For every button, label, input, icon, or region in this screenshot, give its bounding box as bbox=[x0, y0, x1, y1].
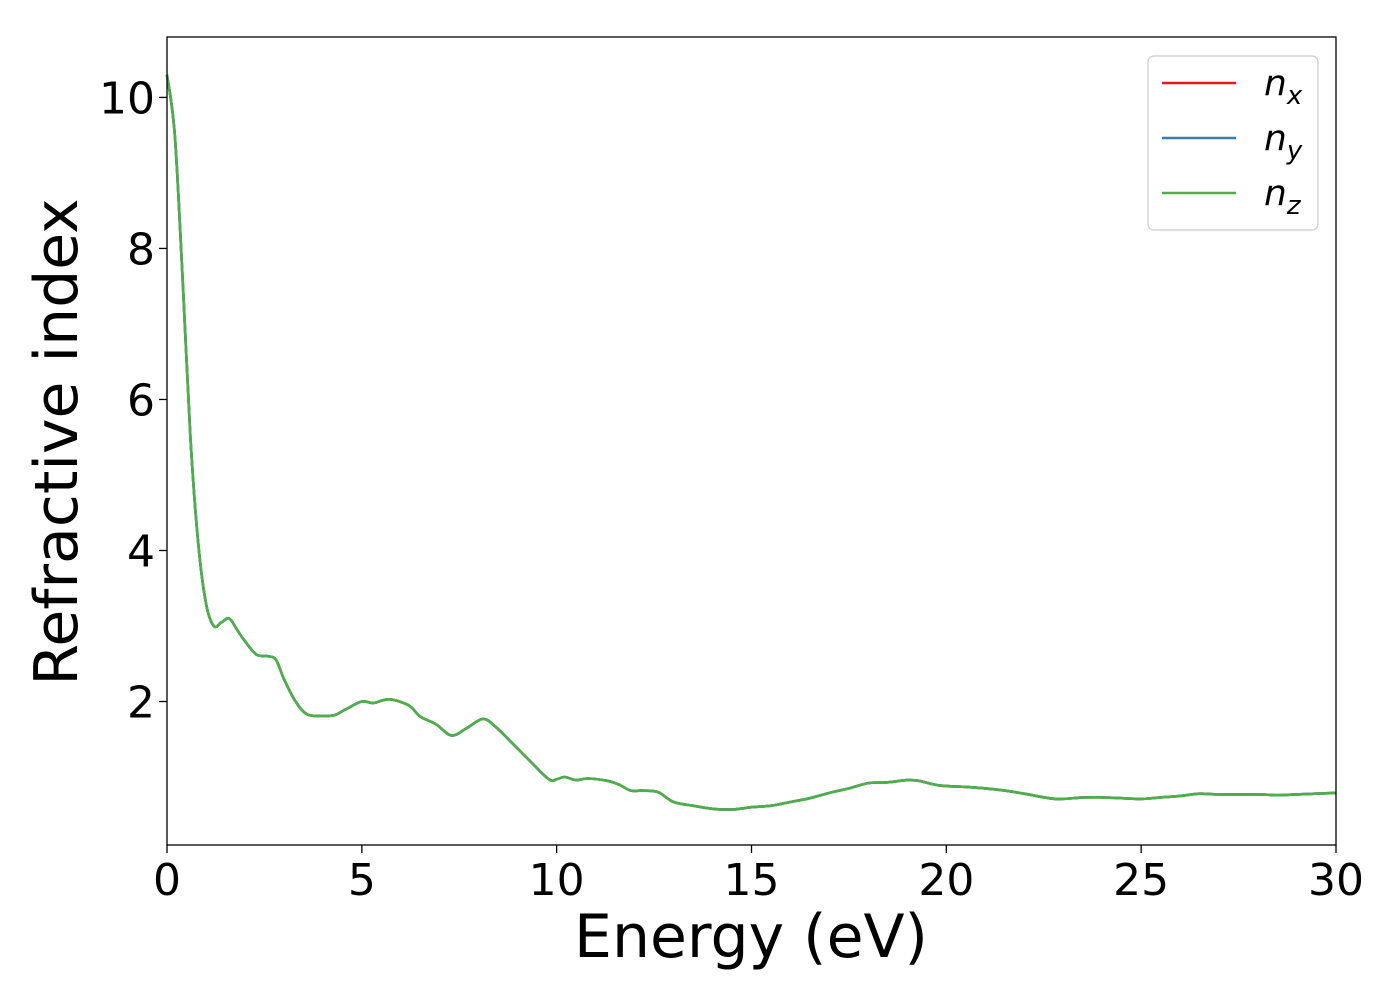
legend-label-base: n bbox=[1264, 63, 1287, 104]
y-tick-label: 2 bbox=[127, 678, 155, 729]
x-tick-label: 25 bbox=[1113, 855, 1169, 906]
plot-lines bbox=[165, 74, 1337, 811]
y-axis-ticks: 2 4 6 8 10 bbox=[99, 73, 167, 729]
series-line-n-z bbox=[165, 74, 1337, 811]
y-tick-label: 8 bbox=[127, 224, 155, 275]
x-tick-label: 10 bbox=[529, 855, 585, 906]
legend-label-n-y: ny bbox=[1264, 118, 1303, 166]
legend-label-subscript: z bbox=[1286, 191, 1302, 221]
legend-label-n-x: nx bbox=[1264, 63, 1303, 111]
legend-box bbox=[1147, 55, 1319, 231]
y-axis-title: Refractive index bbox=[22, 198, 92, 685]
y-tick-label: 10 bbox=[99, 73, 155, 124]
x-tick-label: 15 bbox=[724, 855, 780, 906]
legend-label-base: n bbox=[1264, 173, 1287, 214]
y-tick-label: 6 bbox=[127, 375, 155, 426]
x-tick-label: 20 bbox=[918, 855, 974, 906]
x-axis-title: Energy (eV) bbox=[574, 902, 928, 972]
x-tick-label: 30 bbox=[1308, 855, 1364, 906]
legend-label-subscript: y bbox=[1286, 136, 1303, 166]
y-tick-label: 4 bbox=[127, 526, 155, 577]
legend-label-n-z: nz bbox=[1264, 173, 1302, 221]
x-axis-ticks: 0 5 10 15 20 25 30 bbox=[153, 845, 1364, 906]
legend-label-base: n bbox=[1264, 118, 1287, 159]
x-tick-label: 0 bbox=[153, 855, 181, 906]
legend-label-subscript: x bbox=[1286, 81, 1303, 111]
x-tick-label: 5 bbox=[348, 855, 376, 906]
